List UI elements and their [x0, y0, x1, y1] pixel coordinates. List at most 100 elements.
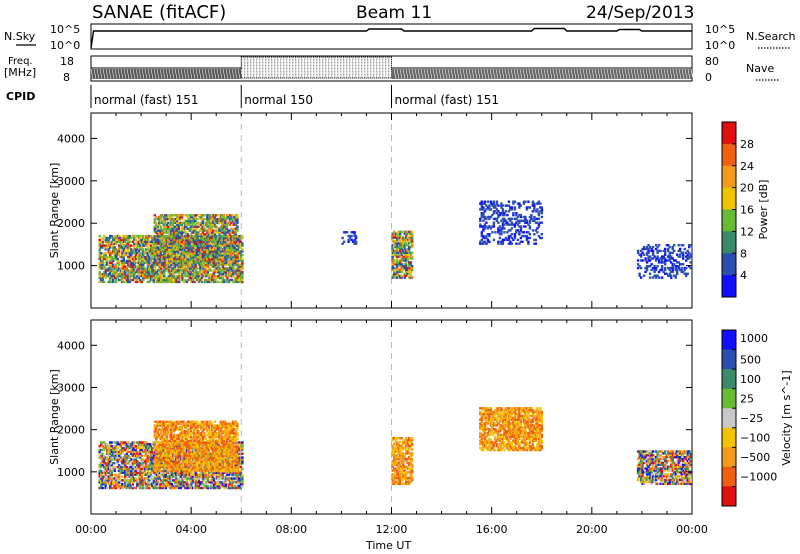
range-cell [122, 486, 125, 490]
range-cell [241, 278, 244, 282]
range-cell [119, 467, 122, 471]
range-cell [112, 280, 115, 284]
range-cell [140, 481, 143, 484]
range-cell [119, 242, 122, 245]
range-cell [142, 441, 145, 444]
range-cell [228, 229, 232, 232]
nave-band-hatch [438, 68, 442, 80]
range-cell [133, 263, 136, 266]
range-cell [411, 251, 414, 254]
range-cell [210, 263, 214, 267]
range-cell [140, 271, 143, 274]
range-cell [521, 234, 524, 238]
range-cell [175, 473, 178, 476]
range-cell [160, 483, 163, 486]
range-cell [497, 215, 500, 219]
range-cell [396, 257, 399, 260]
range-cell [394, 232, 397, 235]
range-cell [177, 221, 180, 225]
range-cell [110, 475, 113, 478]
range-cell [109, 467, 112, 471]
range-cell [186, 221, 190, 225]
range-cell [178, 481, 181, 484]
range-cell [200, 273, 204, 276]
range-cell [192, 219, 196, 223]
range-cell [236, 246, 240, 249]
range-cell [188, 252, 191, 255]
range-cell [140, 479, 143, 482]
range-cell [151, 443, 154, 446]
range-cell [146, 259, 149, 263]
range-cell [210, 233, 214, 236]
range-cell [391, 244, 394, 247]
range-cell [501, 225, 505, 228]
range-cell [218, 263, 221, 267]
nave-band-hatch [690, 68, 694, 80]
range-cell [402, 268, 405, 272]
range-cell [217, 269, 220, 272]
range-cell [176, 473, 179, 476]
range-cell [165, 244, 168, 247]
range-cell [665, 272, 668, 275]
range-cell [153, 248, 156, 251]
range-cell [175, 484, 178, 488]
range-cell [101, 458, 104, 461]
range-cell [170, 271, 173, 274]
range-cell [227, 254, 231, 257]
range-cell [155, 273, 158, 276]
range-cell [176, 240, 179, 244]
range-cell [170, 280, 173, 284]
range-cell [118, 236, 121, 240]
range-cell [121, 469, 124, 473]
range-cell [158, 276, 161, 280]
range-cell [203, 246, 206, 249]
range-cell [167, 265, 170, 268]
range-cell [400, 263, 403, 266]
range-cell [112, 248, 115, 251]
range-cell [187, 267, 190, 270]
range-cell [194, 219, 197, 223]
nave-band [240, 56, 392, 79]
range-cell [685, 274, 688, 277]
range-cell [479, 219, 482, 222]
range-cell [403, 230, 406, 233]
range-cell [207, 248, 211, 251]
range-cell [182, 250, 185, 253]
range-cell [109, 252, 112, 255]
range-cell [540, 236, 544, 240]
range-cell [230, 244, 233, 247]
range-cell [116, 238, 119, 242]
range-cell [184, 483, 187, 486]
range-cell [213, 263, 217, 267]
range-cell [140, 259, 143, 263]
range-cell [194, 274, 198, 278]
range-cell [208, 274, 211, 278]
range-cell [479, 223, 482, 226]
range-cell [107, 252, 110, 255]
range-cell [351, 231, 355, 234]
range-cell [400, 259, 403, 262]
range-cell [209, 250, 212, 253]
range-cell [134, 242, 137, 245]
range-cell [400, 245, 403, 249]
range-cell [158, 240, 161, 244]
range-cell [110, 477, 113, 480]
range-cell [193, 486, 196, 490]
range-cell [212, 265, 216, 268]
range-cell [233, 250, 236, 253]
nave-band-hatch [399, 68, 403, 80]
range-cell [165, 259, 168, 263]
range-cell [224, 274, 228, 278]
range-cell [106, 486, 109, 490]
range-cell [175, 280, 178, 284]
range-cell [171, 248, 174, 251]
range-cell [238, 273, 241, 276]
range-cell [122, 265, 125, 268]
range-cell [486, 215, 490, 219]
range-cell [177, 244, 180, 247]
range-cell [148, 257, 151, 261]
range-cell [128, 234, 131, 238]
range-cell [230, 252, 233, 255]
range-cell [157, 475, 160, 478]
range-cell [194, 471, 198, 474]
